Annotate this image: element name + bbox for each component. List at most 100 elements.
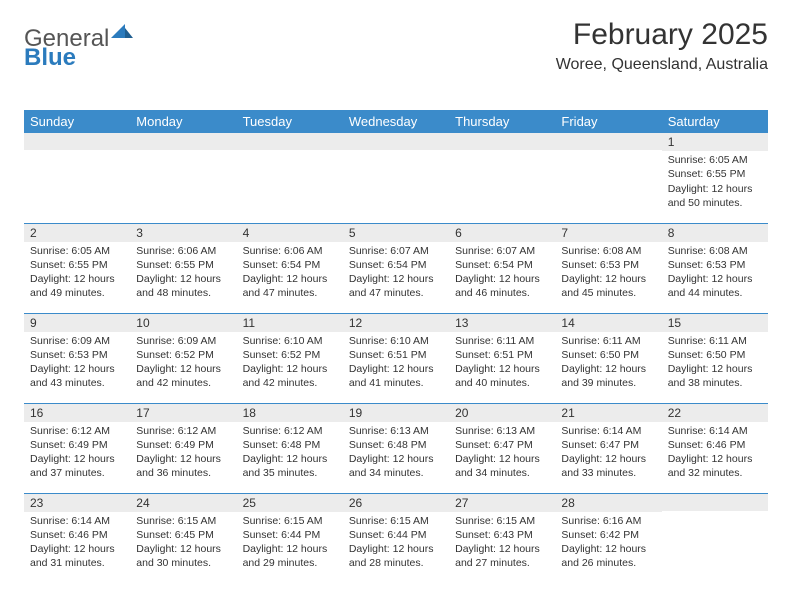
calendar-week-row: 23Sunrise: 6:14 AMSunset: 6:46 PMDayligh… [24,493,768,583]
calendar-day-cell [662,493,768,583]
day-number [130,133,236,150]
title-block: February 2025 Woree, Queensland, Austral… [556,18,768,80]
day-number: 8 [662,224,768,242]
logo-text-blue: Blue [24,44,76,71]
sunset-text: Sunset: 6:47 PM [455,438,549,452]
calendar-day-cell: 21Sunrise: 6:14 AMSunset: 6:47 PMDayligh… [555,403,661,493]
daylight-text: Daylight: 12 hours and 34 minutes. [455,452,549,480]
calendar-day-cell: 19Sunrise: 6:13 AMSunset: 6:48 PMDayligh… [343,403,449,493]
sunrise-text: Sunrise: 6:15 AM [455,514,549,528]
day-details: Sunrise: 6:07 AMSunset: 6:54 PMDaylight:… [343,242,449,305]
day-details: Sunrise: 6:15 AMSunset: 6:43 PMDaylight:… [449,512,555,575]
day-details: Sunrise: 6:11 AMSunset: 6:50 PMDaylight:… [555,332,661,395]
calendar-day-cell: 14Sunrise: 6:11 AMSunset: 6:50 PMDayligh… [555,313,661,403]
daylight-text: Daylight: 12 hours and 44 minutes. [668,272,762,300]
day-details: Sunrise: 6:05 AMSunset: 6:55 PMDaylight:… [24,242,130,305]
day-details: Sunrise: 6:05 AMSunset: 6:55 PMDaylight:… [662,151,768,214]
daylight-text: Daylight: 12 hours and 37 minutes. [30,452,124,480]
day-details: Sunrise: 6:12 AMSunset: 6:49 PMDaylight:… [24,422,130,485]
sunset-text: Sunset: 6:52 PM [243,348,337,362]
calendar-day-cell: 13Sunrise: 6:11 AMSunset: 6:51 PMDayligh… [449,313,555,403]
sunrise-text: Sunrise: 6:11 AM [561,334,655,348]
header: General February 2025 Woree, Queensland,… [24,18,768,80]
weekday-header: Wednesday [343,110,449,133]
logo-blue-line: Blue [24,46,76,70]
calendar-day-cell: 16Sunrise: 6:12 AMSunset: 6:49 PMDayligh… [24,403,130,493]
sunset-text: Sunset: 6:49 PM [30,438,124,452]
sunset-text: Sunset: 6:43 PM [455,528,549,542]
sunset-text: Sunset: 6:55 PM [30,258,124,272]
day-number: 3 [130,224,236,242]
calendar-day-cell: 1Sunrise: 6:05 AMSunset: 6:55 PMDaylight… [662,133,768,223]
sunset-text: Sunset: 6:50 PM [668,348,762,362]
daylight-text: Daylight: 12 hours and 26 minutes. [561,542,655,570]
day-details: Sunrise: 6:15 AMSunset: 6:45 PMDaylight:… [130,512,236,575]
calendar-day-cell: 17Sunrise: 6:12 AMSunset: 6:49 PMDayligh… [130,403,236,493]
sunset-text: Sunset: 6:44 PM [349,528,443,542]
day-details: Sunrise: 6:10 AMSunset: 6:51 PMDaylight:… [343,332,449,395]
calendar-day-cell: 25Sunrise: 6:15 AMSunset: 6:44 PMDayligh… [237,493,343,583]
day-details: Sunrise: 6:13 AMSunset: 6:47 PMDaylight:… [449,422,555,485]
sunrise-text: Sunrise: 6:12 AM [136,424,230,438]
calendar-body: 1Sunrise: 6:05 AMSunset: 6:55 PMDaylight… [24,133,768,583]
daylight-text: Daylight: 12 hours and 49 minutes. [30,272,124,300]
day-number: 14 [555,314,661,332]
sunset-text: Sunset: 6:47 PM [561,438,655,452]
day-details: Sunrise: 6:07 AMSunset: 6:54 PMDaylight:… [449,242,555,305]
day-number: 27 [449,494,555,512]
calendar-week-row: 9Sunrise: 6:09 AMSunset: 6:53 PMDaylight… [24,313,768,403]
day-number: 26 [343,494,449,512]
sunset-text: Sunset: 6:55 PM [668,167,762,181]
day-number: 23 [24,494,130,512]
day-number: 11 [237,314,343,332]
calendar-day-cell: 3Sunrise: 6:06 AMSunset: 6:55 PMDaylight… [130,223,236,313]
sunrise-text: Sunrise: 6:14 AM [668,424,762,438]
day-details: Sunrise: 6:09 AMSunset: 6:52 PMDaylight:… [130,332,236,395]
day-number: 10 [130,314,236,332]
calendar-day-cell: 24Sunrise: 6:15 AMSunset: 6:45 PMDayligh… [130,493,236,583]
day-details: Sunrise: 6:11 AMSunset: 6:50 PMDaylight:… [662,332,768,395]
page-title: February 2025 [556,18,768,52]
day-details: Sunrise: 6:14 AMSunset: 6:47 PMDaylight:… [555,422,661,485]
daylight-text: Daylight: 12 hours and 39 minutes. [561,362,655,390]
day-details: Sunrise: 6:08 AMSunset: 6:53 PMDaylight:… [662,242,768,305]
calendar-header-row: Sunday Monday Tuesday Wednesday Thursday… [24,110,768,133]
weekday-header: Friday [555,110,661,133]
sunset-text: Sunset: 6:54 PM [349,258,443,272]
sunrise-text: Sunrise: 6:08 AM [668,244,762,258]
sunset-text: Sunset: 6:53 PM [668,258,762,272]
calendar-day-cell [449,133,555,223]
sunrise-text: Sunrise: 6:06 AM [136,244,230,258]
day-details: Sunrise: 6:08 AMSunset: 6:53 PMDaylight:… [555,242,661,305]
calendar-day-cell: 26Sunrise: 6:15 AMSunset: 6:44 PMDayligh… [343,493,449,583]
calendar-day-cell: 12Sunrise: 6:10 AMSunset: 6:51 PMDayligh… [343,313,449,403]
daylight-text: Daylight: 12 hours and 38 minutes. [668,362,762,390]
day-number: 21 [555,404,661,422]
day-details: Sunrise: 6:10 AMSunset: 6:52 PMDaylight:… [237,332,343,395]
logo-triangle-icon [111,24,133,43]
day-number: 2 [24,224,130,242]
sunset-text: Sunset: 6:49 PM [136,438,230,452]
sunset-text: Sunset: 6:52 PM [136,348,230,362]
calendar-day-cell: 20Sunrise: 6:13 AMSunset: 6:47 PMDayligh… [449,403,555,493]
daylight-text: Daylight: 12 hours and 47 minutes. [349,272,443,300]
calendar-day-cell: 9Sunrise: 6:09 AMSunset: 6:53 PMDaylight… [24,313,130,403]
calendar-day-cell: 15Sunrise: 6:11 AMSunset: 6:50 PMDayligh… [662,313,768,403]
sunrise-text: Sunrise: 6:05 AM [668,153,762,167]
location-text: Woree, Queensland, Australia [556,56,768,74]
weekday-header: Thursday [449,110,555,133]
sunrise-text: Sunrise: 6:14 AM [30,514,124,528]
day-number: 20 [449,404,555,422]
daylight-text: Daylight: 12 hours and 47 minutes. [243,272,337,300]
daylight-text: Daylight: 12 hours and 43 minutes. [30,362,124,390]
calendar-week-row: 16Sunrise: 6:12 AMSunset: 6:49 PMDayligh… [24,403,768,493]
day-number: 12 [343,314,449,332]
calendar-week-row: 1Sunrise: 6:05 AMSunset: 6:55 PMDaylight… [24,133,768,223]
day-number: 19 [343,404,449,422]
daylight-text: Daylight: 12 hours and 41 minutes. [349,362,443,390]
day-number: 1 [662,133,768,151]
daylight-text: Daylight: 12 hours and 35 minutes. [243,452,337,480]
day-details: Sunrise: 6:09 AMSunset: 6:53 PMDaylight:… [24,332,130,395]
day-details: Sunrise: 6:14 AMSunset: 6:46 PMDaylight:… [662,422,768,485]
sunrise-text: Sunrise: 6:11 AM [455,334,549,348]
